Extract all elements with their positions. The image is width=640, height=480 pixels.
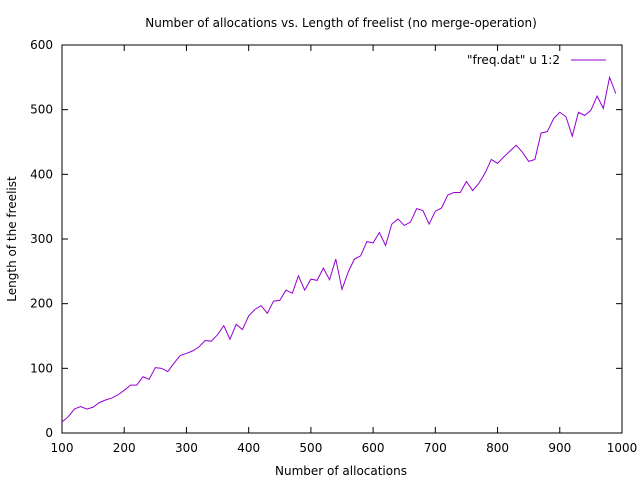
y-tick-label: 0 [45, 426, 53, 440]
x-tick-label: 1000 [607, 441, 638, 455]
y-axis-label: Length of the freelist [5, 176, 19, 302]
x-tick-label: 800 [486, 441, 509, 455]
y-tick-label: 300 [30, 232, 53, 246]
y-tick-label: 400 [30, 167, 53, 181]
series-group [61, 75, 617, 423]
y-axis: 0 100 200 300 400 500 600 [30, 38, 622, 440]
x-axis: 100 200 300 400 500 600 700 800 900 1000 [51, 45, 638, 455]
legend-label: "freq.dat" u 1:2 [467, 53, 560, 67]
x-tick-label: 900 [548, 441, 571, 455]
legend: "freq.dat" u 1:2 [467, 53, 606, 67]
x-tick-label: 200 [113, 441, 136, 455]
y-tick-label: 100 [30, 361, 53, 375]
x-tick-label: 300 [175, 441, 198, 455]
y-tick-label: 200 [30, 297, 53, 311]
x-tick-label: 700 [424, 441, 447, 455]
chart-title: Number of allocations vs. Length of free… [145, 16, 537, 30]
x-tick-label: 600 [362, 441, 385, 455]
x-tick-label: 500 [299, 441, 322, 455]
series-line-0 [61, 75, 617, 423]
x-tick-label: 100 [51, 441, 74, 455]
y-tick-label: 600 [30, 38, 53, 52]
x-tick-label: 400 [237, 441, 260, 455]
y-tick-label: 500 [30, 103, 53, 117]
plot-frame [61, 44, 623, 434]
x-axis-label: Number of allocations [275, 464, 407, 478]
